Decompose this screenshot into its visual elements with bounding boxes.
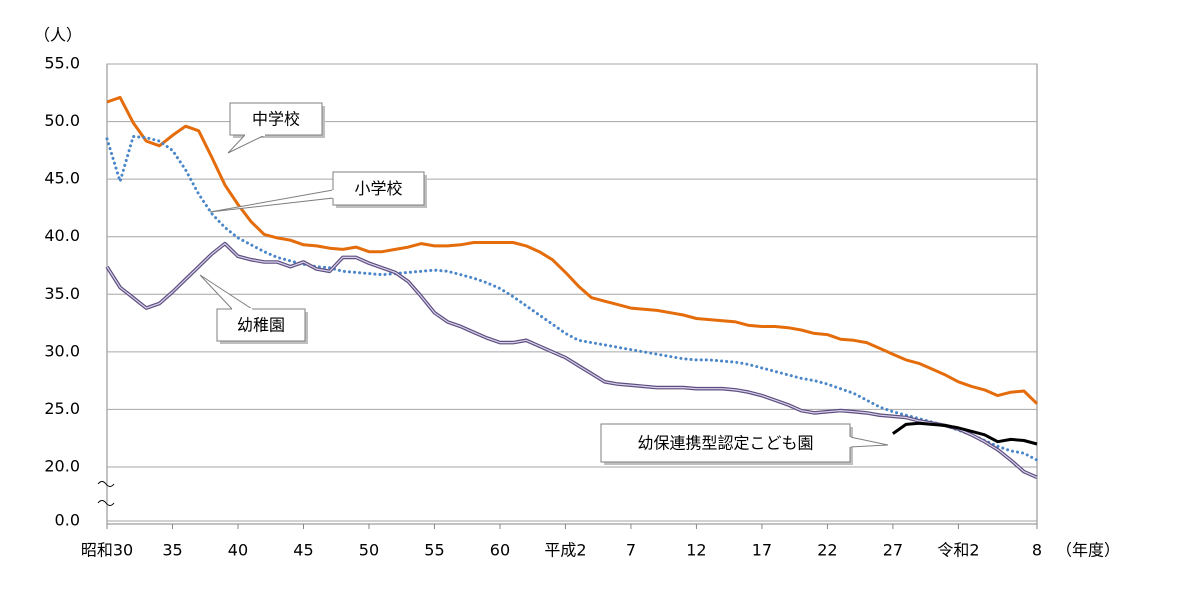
y-tick-label: 35.0 xyxy=(44,284,80,303)
y-tick-label: 45.0 xyxy=(44,169,80,188)
x-axis-label: （年度） xyxy=(1056,541,1120,560)
y-tick-label: 20.0 xyxy=(44,457,80,476)
callout-pointer xyxy=(209,189,334,213)
y-tick-label: 30.0 xyxy=(44,341,80,360)
x-tick-label: 平成2 xyxy=(544,541,586,560)
y-tick-label: 0.0 xyxy=(55,511,80,530)
axis-break xyxy=(97,481,115,506)
y-tick-label: 50.0 xyxy=(44,111,80,130)
series-line xyxy=(106,95,1039,405)
legend-label: 小学校 xyxy=(354,179,402,198)
x-tick-label: 17 xyxy=(752,541,772,560)
legend-label: 幼稚園 xyxy=(237,316,285,335)
x-tick-label: 令和2 xyxy=(937,541,979,560)
x-tick-label: 8 xyxy=(1032,541,1042,560)
x-tick-label: 27 xyxy=(883,541,903,560)
callout-pointer xyxy=(199,274,254,310)
y-axis-label: （人） xyxy=(34,26,82,45)
x-tick-label: 45 xyxy=(293,541,313,560)
callout-box xyxy=(332,171,425,206)
y-tick-label: 25.0 xyxy=(44,399,80,418)
x-tick-label: 22 xyxy=(817,541,837,560)
callout-box xyxy=(229,102,323,136)
legend-label: 幼保連携型認定こども園 xyxy=(637,434,813,453)
x-tick-label: 7 xyxy=(626,541,636,560)
x-tick-label: 50 xyxy=(359,541,379,560)
x-tick-label: 35 xyxy=(162,541,182,560)
series-line xyxy=(892,421,1038,446)
callout-box xyxy=(216,308,306,342)
callout-box xyxy=(600,423,851,463)
x-tick-label: 60 xyxy=(490,541,510,560)
y-tick-label: 55.0 xyxy=(44,54,80,73)
x-tick-label: 55 xyxy=(424,541,444,560)
series-line xyxy=(105,134,1039,462)
y-tick-label: 40.0 xyxy=(44,226,80,245)
legend-label: 中学校 xyxy=(252,110,300,129)
x-tick-label: 40 xyxy=(228,541,248,560)
x-tick-label: 12 xyxy=(686,541,706,560)
x-tick-label: 昭和30 xyxy=(81,541,133,560)
callout-pointer xyxy=(849,436,889,448)
series-line-inner xyxy=(106,243,1038,478)
